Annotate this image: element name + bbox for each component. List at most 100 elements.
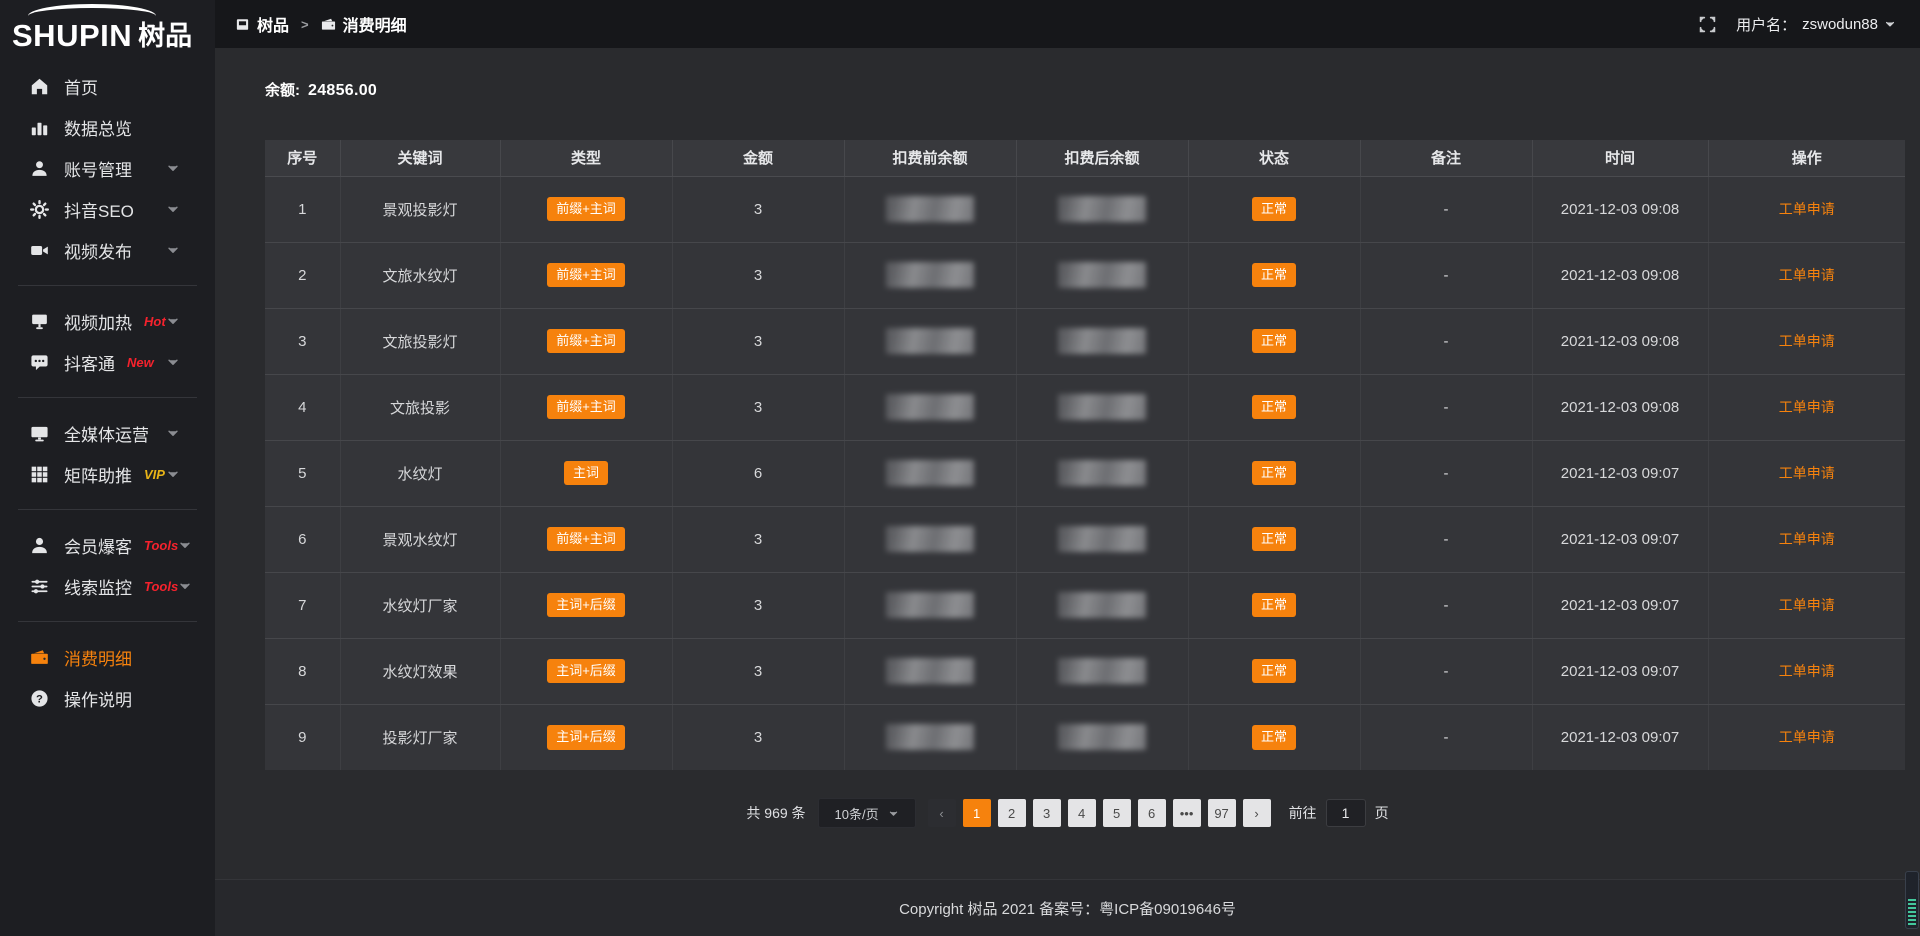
column-header: 金额 [672,140,845,177]
type-badge: 前缀+主词 [547,526,625,552]
cell-keyword: 景观水纹灯 [340,506,501,573]
page-button-6[interactable]: 6 [1137,799,1166,827]
sidebar-item-douyin-seo[interactable]: 抖音SEO [0,189,215,229]
cell-status: 正常 [1188,242,1361,309]
cell-balance-after [1016,242,1189,309]
type-badge: 主词 [563,460,608,486]
work-order-link[interactable]: 工单申请 [1778,267,1835,283]
cell-balance-after [1016,440,1189,507]
sidebar-item-video-heating[interactable]: 视频加热 Hot [0,301,215,341]
page-button-5[interactable]: 5 [1102,799,1131,827]
sidebar-item-consumption-details[interactable]: 消费明细 [0,637,215,677]
table-row: 6 景观水纹灯 前缀+主词 3 正常 -2021-12-03 09:07 工单申请 [265,506,1905,573]
page-button-3[interactable]: 3 [1032,799,1061,827]
cell-keyword: 文旅水纹灯 [340,242,501,309]
balance-label: 余额: [265,82,300,99]
cell-remark: - [1360,506,1533,573]
sidebar-item-tag: Tools [144,537,179,553]
column-header: 类型 [500,140,673,177]
breadcrumb-item-home[interactable]: 树品 [235,12,289,36]
page-button-4[interactable]: 4 [1067,799,1096,827]
prev-page-button[interactable]: ‹ [927,799,956,827]
cell-keyword: 文旅投影 [340,374,501,441]
cell-action: 工单申请 [1708,242,1905,309]
sidebar-divider [18,509,197,510]
breadcrumb: 树品 > 消费明细 [215,12,407,36]
cell-status: 正常 [1188,308,1361,375]
question-circle-icon: ? [30,689,49,708]
sidebar-item-account-management[interactable]: 账号管理 [0,148,215,188]
page-button-2[interactable]: 2 [997,799,1026,827]
breadcrumb-item-current[interactable]: 消费明细 [321,12,407,36]
page-unit-label: 页 [1374,805,1389,821]
cell-type: 前缀+主词 [500,242,673,309]
username: zswodun88 [1802,15,1878,33]
sidebar-item-clue-monitor[interactable]: 线索监控 Tools [0,566,215,606]
work-order-link[interactable]: 工单申请 [1778,399,1835,415]
chevron-down-icon [166,355,180,369]
sidebar-item-video-publish[interactable]: 视频发布 [0,230,215,270]
page-button-1[interactable]: 1 [962,799,991,827]
blurred-value [886,460,974,486]
cell-status: 正常 [1188,440,1361,507]
cell-keyword: 水纹灯效果 [340,638,501,705]
page-button-97[interactable]: 97 [1207,799,1236,827]
sidebar-item-douketong[interactable]: 抖客通 New [0,342,215,382]
per-page-select[interactable]: 10条/页 [817,798,916,828]
cell-index: 2 [265,242,341,309]
page-buttons: ‹ 1 2 3 4 5 6 ••• 97 › [927,799,1271,827]
sidebar-item-matrix-boost[interactable]: 矩阵助推 VIP [0,454,215,494]
type-badge: 前缀+主词 [547,394,625,420]
cell-remark: - [1360,572,1533,639]
cell-index: 7 [265,572,341,639]
status-badge: 正常 [1251,196,1296,222]
cell-remark: - [1360,704,1533,770]
fullscreen-icon[interactable] [1699,16,1716,33]
work-order-link[interactable]: 工单申请 [1778,597,1835,613]
more-pages-button[interactable]: ••• [1172,799,1201,827]
sidebar-item-operation-guide[interactable]: ? 操作说明 [0,678,215,718]
next-page-button[interactable]: › [1242,799,1271,827]
cell-index: 5 [265,440,341,507]
work-order-link[interactable]: 工单申请 [1778,333,1835,349]
sidebar-item-label: 视频加热 [64,313,132,333]
cell-balance-after [1016,704,1189,770]
sidebar-item-all-media-operation[interactable]: 全媒体运营 [0,413,215,453]
cell-type: 主词+后缀 [500,704,673,770]
floating-widget[interactable] [1905,871,1919,929]
status-badge: 正常 [1251,526,1296,552]
sidebar-menu: 首页 数据总览 账号管理抖音SEO 视频发布视频加热 Hot 抖客通 New 全媒体运营 矩阵助… [0,52,215,718]
sidebar-item-home[interactable]: 首页 [0,66,215,106]
logo-text-cn: 树品 [138,20,193,51]
cell-balance-after [1016,176,1189,243]
sidebar-divider [18,621,197,622]
wallet-icon [30,648,49,667]
type-badge: 主词+后缀 [547,592,625,618]
status-badge: 正常 [1251,658,1296,684]
work-order-link[interactable]: 工单申请 [1778,663,1835,679]
type-badge: 主词+后缀 [547,658,625,684]
status-badge: 正常 [1251,328,1296,354]
goto-page-input[interactable] [1325,799,1366,827]
sidebar-item-member-baoke[interactable]: 会员爆客 Tools [0,525,215,565]
work-order-link[interactable]: 工单申请 [1778,729,1835,746]
chevron-down-icon [1884,18,1896,30]
breadcrumb-label: 消费明细 [342,18,407,35]
sliders-icon [30,577,49,596]
work-order-link[interactable]: 工单申请 [1778,531,1835,547]
sidebar-item-data-overview[interactable]: 数据总览 [0,107,215,147]
cell-amount: 3 [672,506,845,573]
blurred-value [886,526,974,552]
sidebar-item-label: 抖音SEO [64,201,134,221]
user-dropdown[interactable]: 用户名： zswodun88 [1736,14,1896,35]
table-row: 1 景观投影灯 前缀+主词 3 正常 -2021-12-03 09:08 工单申请 [265,176,1905,243]
cell-action: 工单申请 [1708,308,1905,375]
chevron-down-icon [166,243,180,257]
cell-amount: 3 [672,704,845,770]
copyright-text: Copyright 树品 2021 备案号：粤ICP备09019646号 [899,900,1236,918]
cell-balance-after [1016,308,1189,375]
cell-action: 工单申请 [1708,176,1905,243]
work-order-link[interactable]: 工单申请 [1778,465,1835,481]
topbar: 树品 > 消费明细 用户名： zswodun88 [215,0,1920,48]
work-order-link[interactable]: 工单申请 [1778,201,1835,217]
